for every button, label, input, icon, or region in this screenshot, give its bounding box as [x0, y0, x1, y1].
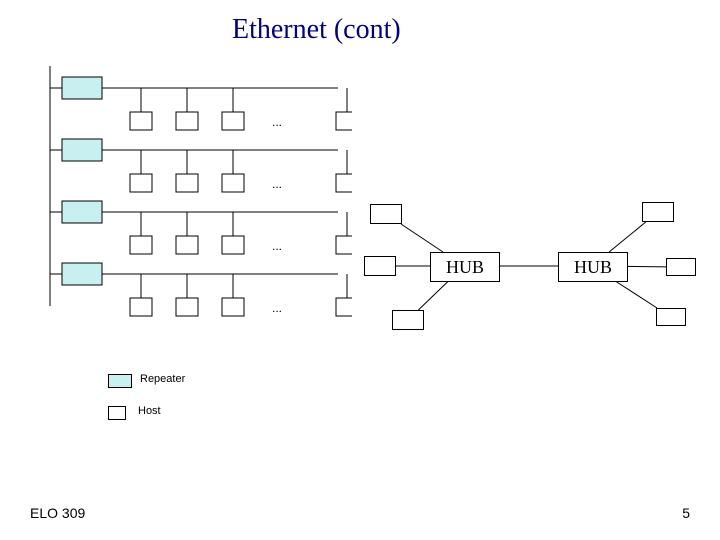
hub2-node-0 — [642, 202, 674, 222]
hub2-node-2 — [656, 308, 686, 326]
hub2-node-1 — [666, 258, 696, 276]
hub1-node-0 — [370, 204, 402, 224]
hub-2-label: HUB — [574, 257, 612, 278]
hub1-node-2 — [392, 310, 424, 330]
hub-1-box: HUB — [430, 252, 500, 282]
hub1-node-1 — [364, 256, 396, 276]
hub-1-label: HUB — [446, 257, 484, 278]
footer-course-code: ELO 309 — [30, 505, 85, 521]
footer-page-number: 5 — [682, 505, 690, 521]
hub-2-box: HUB — [558, 252, 628, 282]
